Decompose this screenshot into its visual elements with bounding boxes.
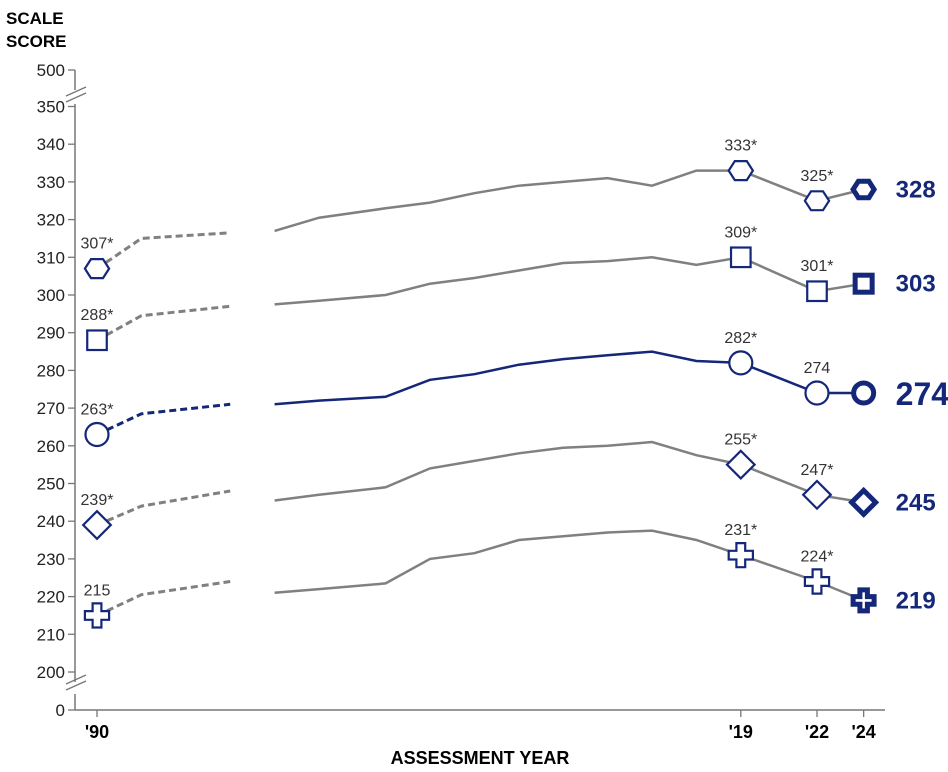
hexagon-marker (850, 178, 878, 201)
point-label: 309* (724, 224, 757, 241)
diamond-marker (725, 449, 757, 481)
y-tick-label: 220 (37, 588, 65, 607)
final-score-label: 328 (896, 176, 936, 203)
point-label: 224* (801, 549, 834, 566)
series-diamond-dashed-line (96, 489, 231, 527)
series-square-dashed-line (96, 304, 231, 342)
point-labels: 307* 333* 325* 328 288* 309* 301* 303 263* 282* 27… (81, 138, 948, 615)
square-marker (729, 246, 752, 269)
y-axis-title-line-2: SCORE (6, 32, 66, 51)
y-tick-label: 320 (37, 211, 65, 230)
point-label: 301* (801, 258, 834, 275)
y-tick-label: 310 (37, 248, 65, 267)
axis-break-mark (65, 680, 87, 691)
point-label: 325* (801, 168, 834, 185)
x-tick-label: '19 (729, 722, 753, 742)
circle-marker (84, 421, 110, 448)
y-tick-label: 340 (37, 135, 65, 154)
series-square-line (274, 256, 864, 306)
square-marker (86, 329, 108, 352)
point-label: 255* (724, 432, 757, 449)
circle-marker (728, 350, 754, 376)
axis-break-mark (65, 674, 87, 685)
y-tick-label: 330 (37, 173, 65, 192)
diamond-marker (81, 509, 113, 541)
cross-marker (850, 587, 877, 614)
markers (81, 160, 880, 629)
square-marker (806, 280, 828, 303)
series-hexagon-dashed-line (96, 231, 231, 270)
y-tick-label: 500 (37, 61, 65, 80)
hexagon-marker (83, 258, 111, 280)
y-tick-label: 300 (37, 286, 65, 305)
y-tick-label: 240 (37, 512, 65, 531)
y-tick-label: 210 (37, 625, 65, 644)
hexagon-marker (727, 160, 755, 182)
y-tick-label: 230 (37, 550, 65, 569)
axis-break-mark (65, 92, 87, 103)
hexagon-marker (803, 190, 831, 212)
series-cross-line (274, 529, 865, 602)
series-diamond-line (274, 440, 864, 504)
axes: 0 200 210 220 230 240 250 260 270 280 290 300 310 320… (37, 61, 885, 742)
point-label: 239* (81, 492, 114, 509)
final-score-label: 274 (896, 376, 948, 412)
y-tick-label: 200 (37, 663, 65, 682)
point-label: 333* (724, 138, 757, 155)
point-label: 282* (724, 330, 757, 347)
series-hexagon-line (274, 169, 864, 233)
point-label: 288* (81, 307, 114, 324)
point-label: 247* (801, 462, 834, 479)
point-label: 307* (81, 236, 114, 253)
x-tick-label: '22 (805, 722, 829, 742)
square-marker (852, 272, 875, 295)
y-tick-label: 250 (37, 475, 65, 494)
final-score-label: 303 (896, 271, 936, 298)
y-tick-label: 290 (37, 324, 65, 343)
circle-marker (804, 380, 830, 406)
diamond-marker (848, 486, 880, 518)
series-cross-dashed-line (96, 580, 231, 617)
x-axis-title: ASSESSMENT YEAR (391, 748, 570, 768)
point-label: 215 (84, 582, 111, 599)
point-label: 263* (81, 401, 114, 418)
final-score-label: 245 (896, 489, 936, 516)
y-tick-label: 350 (37, 98, 65, 117)
diamond-marker (801, 479, 833, 511)
y-axis-title-line-1: SCALE (6, 9, 64, 28)
y-tick-label: 0 (56, 701, 65, 720)
final-score-label: 219 (896, 587, 936, 614)
y-tick-label: 260 (37, 437, 65, 456)
cross-marker (727, 541, 755, 569)
series-circle-line (274, 350, 864, 406)
cross-marker (83, 602, 111, 629)
point-label: 274 (804, 360, 831, 377)
axis-break-mark (65, 86, 87, 97)
circle-marker (851, 380, 877, 406)
point-label: 231* (724, 522, 757, 539)
x-tick-label: '90 (85, 722, 109, 742)
x-tick-label: '24 (851, 722, 875, 742)
series-circle-dashed-line (96, 402, 231, 436)
cross-marker (803, 568, 831, 595)
y-tick-label: 270 (37, 399, 65, 418)
y-tick-label: 280 (37, 361, 65, 380)
